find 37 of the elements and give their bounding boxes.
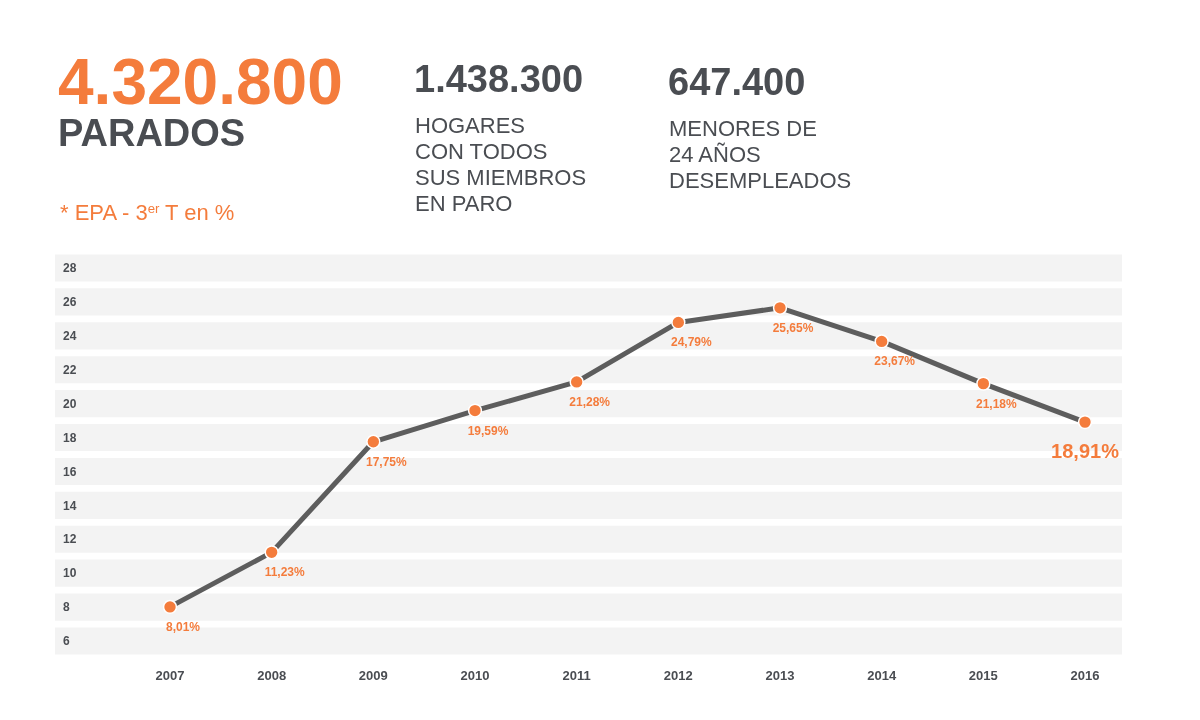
y-tick-label: 10	[63, 566, 77, 581]
y-tick-label: 20	[63, 396, 77, 411]
x-tick-label: 2011	[562, 668, 591, 683]
y-tick-label: 6	[63, 634, 70, 649]
text: 25,65%	[772, 320, 814, 335]
y-tick-label: 28	[63, 261, 77, 276]
text: 24,79%	[670, 335, 712, 350]
x-tick-label: 2007	[155, 668, 185, 683]
y-tick-label: 18	[63, 430, 77, 445]
text: 11,23%	[264, 565, 305, 580]
y-tick-label: 22	[63, 362, 77, 377]
text: 647.400	[668, 61, 806, 103]
y-tick-label: 12	[63, 532, 77, 547]
text: 19,59%	[467, 423, 509, 438]
y-tick-label: 16	[63, 464, 77, 479]
text: 8,01%	[165, 619, 201, 634]
x-tick-label: 2014	[867, 668, 897, 683]
y-tick-label: 14	[63, 498, 77, 513]
text: MENORES DE 24 AÑOS DESEMPLEADOS	[669, 116, 852, 193]
x-tick-label: 2009	[358, 668, 388, 683]
text: 17,75%	[365, 454, 407, 469]
text: 18,91%	[1051, 440, 1119, 463]
x-tick-label: 2015	[968, 668, 998, 683]
x-tick-label: 2010	[460, 668, 490, 683]
x-tick-label: 2016	[1070, 668, 1100, 683]
text: HOGARES CON TODOS SUS MIEMBROS EN PARO	[415, 113, 587, 216]
y-tick-label: 24	[63, 329, 77, 344]
text: 1.438.300	[414, 58, 584, 100]
text: * EPA - 3$^{er}$ T en %	[60, 200, 235, 225]
text: 23,67%	[874, 354, 916, 369]
x-tick-label: 2012	[663, 668, 693, 683]
x-tick-label: 2008	[257, 668, 287, 683]
y-tick-label: 26	[63, 295, 77, 310]
text: 21,28%	[569, 394, 611, 409]
x-tick-label: 2013	[765, 668, 795, 683]
text: 21,18%	[975, 396, 1017, 411]
y-tick-label: 8	[63, 600, 70, 615]
